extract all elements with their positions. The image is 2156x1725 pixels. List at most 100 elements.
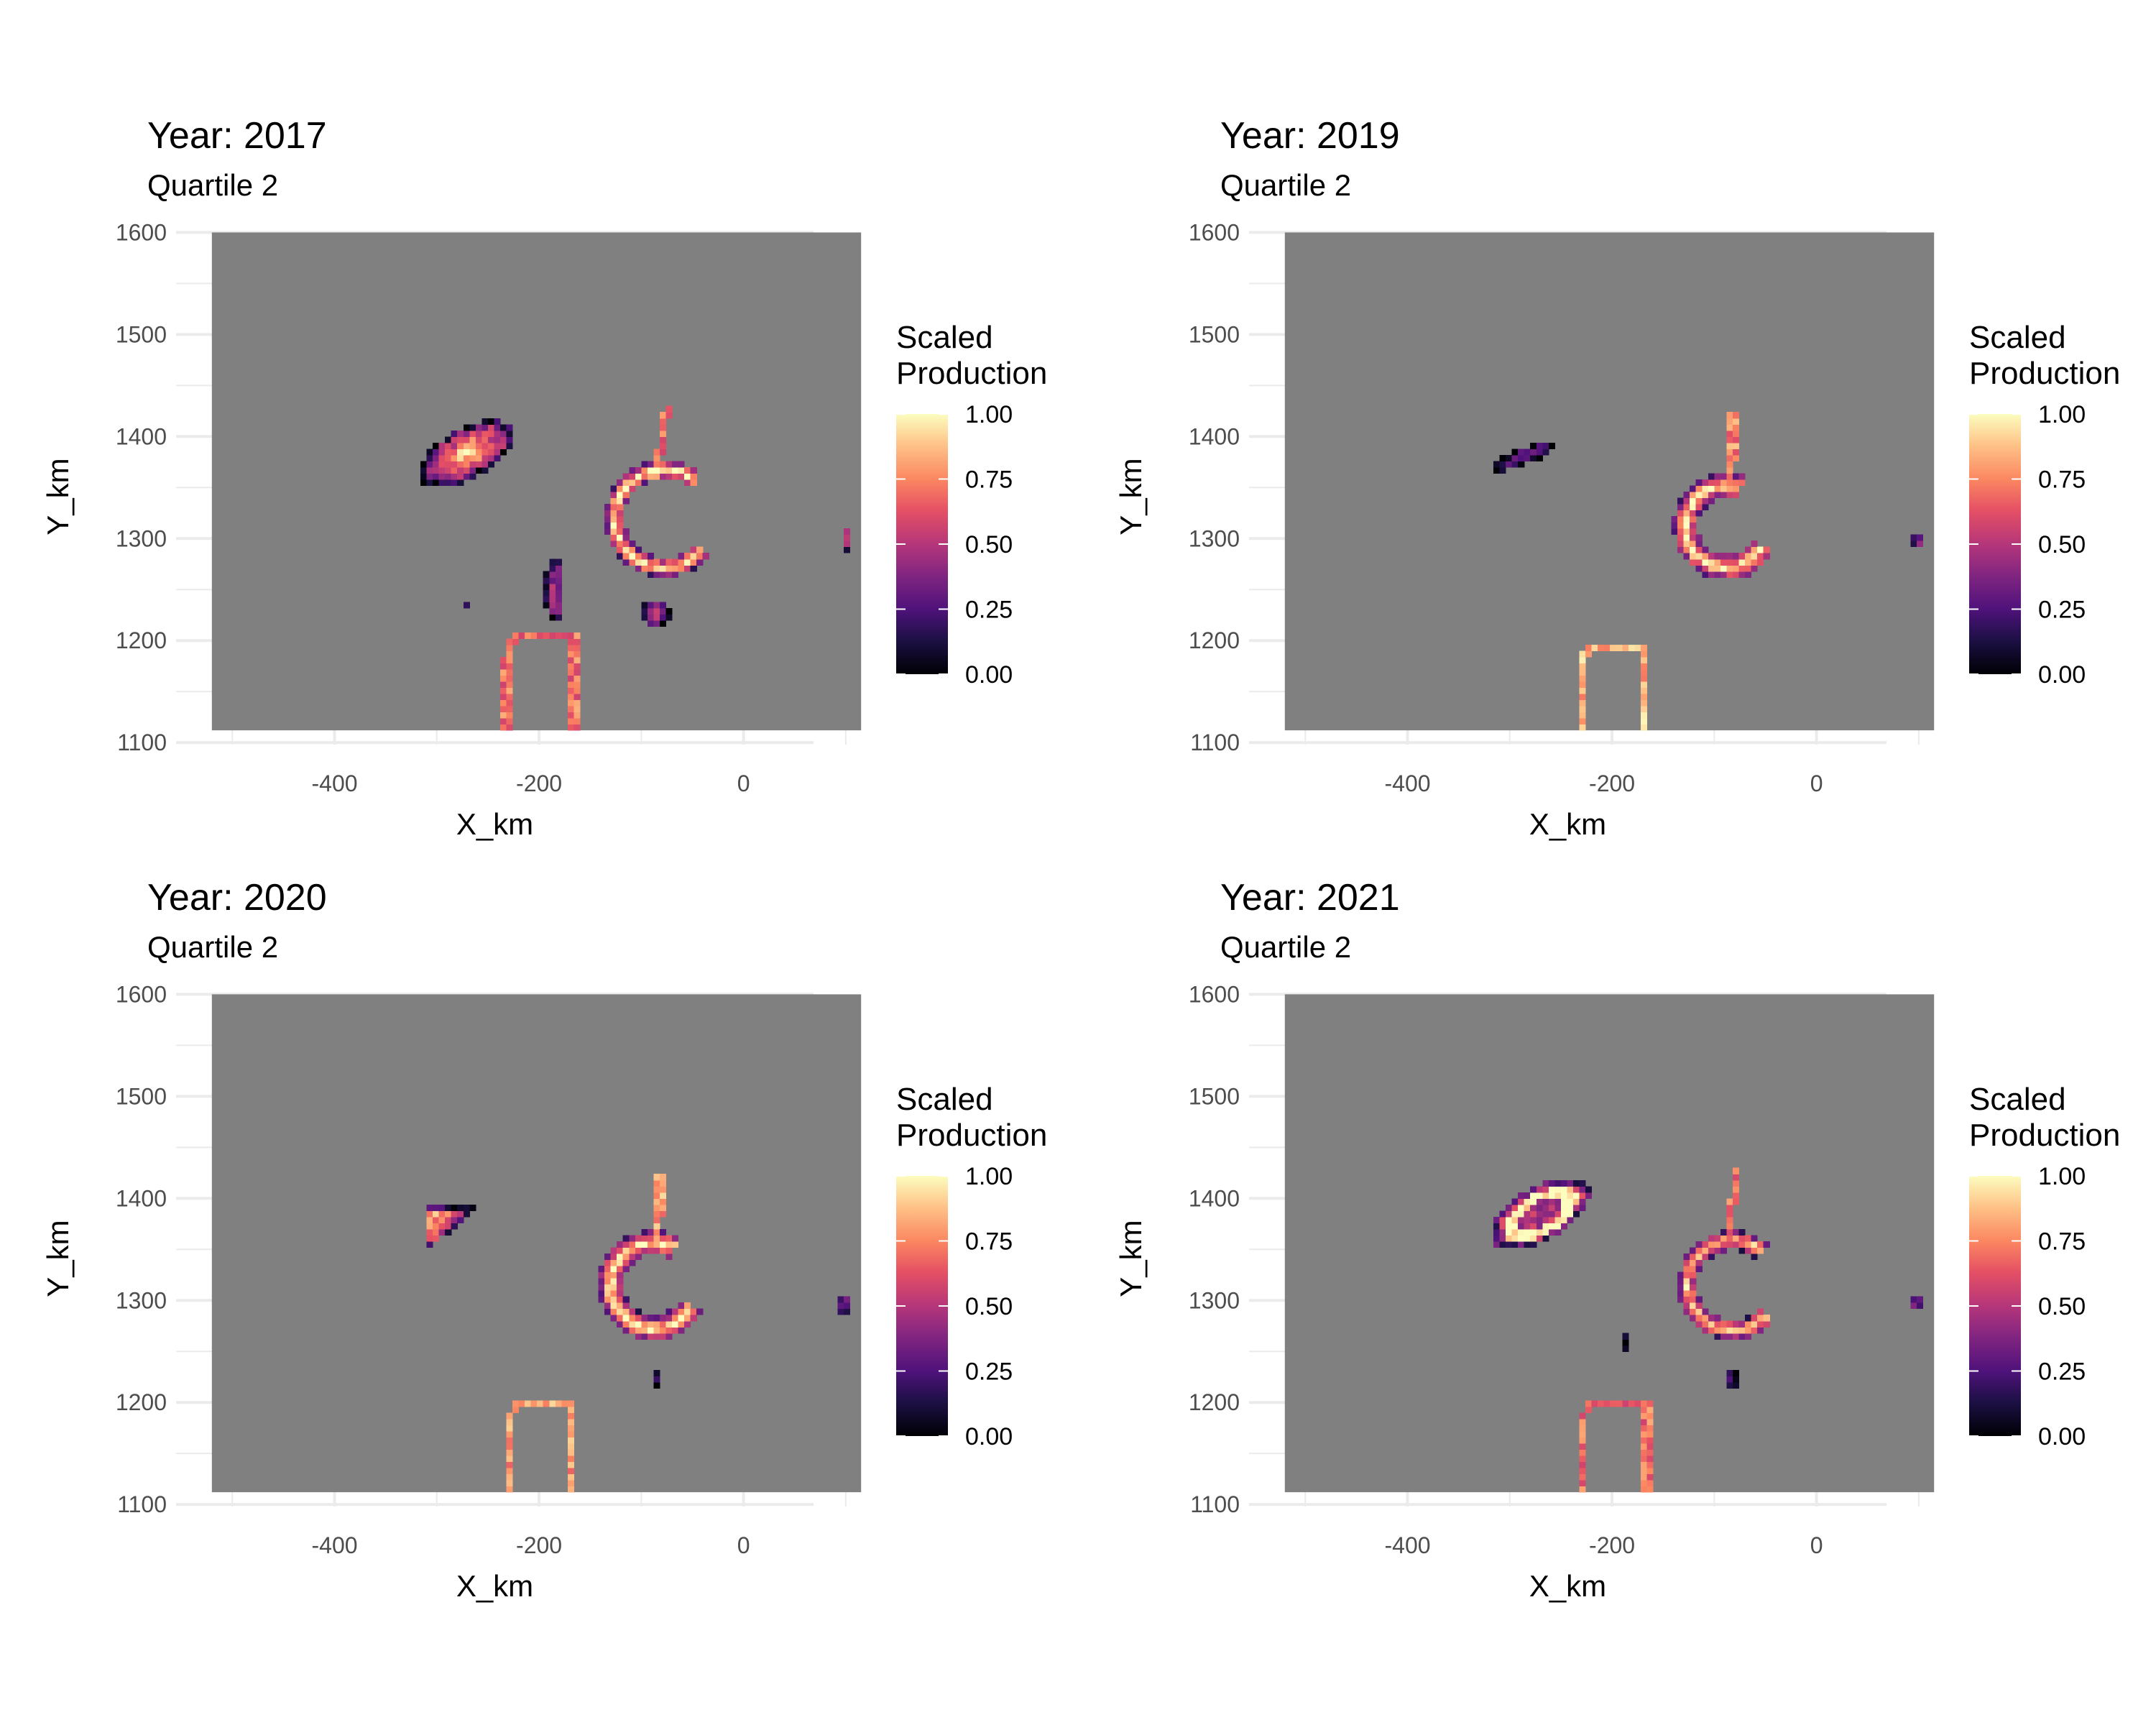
raster-cell xyxy=(1536,1228,1543,1236)
raster-cell xyxy=(635,1253,642,1261)
raster-cell xyxy=(672,1241,679,1248)
y-tick-label: 1500 xyxy=(116,1083,167,1109)
raster-cell xyxy=(1695,565,1703,572)
y-tick-label: 1300 xyxy=(116,525,167,551)
raster-cell xyxy=(1695,1308,1703,1315)
raster-cell xyxy=(482,442,489,449)
raster-cell xyxy=(1732,1241,1740,1248)
raster-cell xyxy=(659,1204,667,1211)
raster-cell xyxy=(1732,1174,1740,1181)
raster-cell xyxy=(629,479,636,487)
raster-cell xyxy=(610,1315,617,1322)
raster-cell xyxy=(1917,1296,1924,1303)
raster-cell xyxy=(672,1235,679,1242)
raster-cell xyxy=(702,553,709,560)
raster-cell xyxy=(1554,1204,1562,1211)
raster-cell xyxy=(499,430,507,437)
raster-cell xyxy=(451,461,458,468)
raster-cell xyxy=(635,1235,642,1242)
raster-cell xyxy=(1690,497,1697,505)
y-tick-label: 1200 xyxy=(1189,627,1240,653)
raster-cell xyxy=(1548,1228,1555,1236)
x-axis-title: X_km xyxy=(1529,807,1606,841)
raster-cell xyxy=(622,1265,630,1273)
raster-cell xyxy=(844,528,851,535)
raster-cell xyxy=(1683,1253,1690,1261)
raster-cell xyxy=(1499,461,1506,468)
raster-cell xyxy=(457,473,464,480)
raster-cell xyxy=(1640,1437,1648,1444)
raster-cell xyxy=(1548,1210,1555,1218)
raster-cell xyxy=(567,663,575,670)
y-axis-title: Y_km xyxy=(41,458,75,535)
raster-cell xyxy=(1646,1437,1654,1444)
raster-cell xyxy=(518,632,525,639)
raster-cell xyxy=(499,448,507,456)
raster-cell xyxy=(665,1241,673,1248)
raster-cell xyxy=(1671,528,1678,535)
raster-cell xyxy=(567,1418,575,1426)
raster-cell xyxy=(457,1216,464,1223)
raster-cell xyxy=(1726,1376,1733,1383)
raster-cell xyxy=(1518,461,1525,468)
raster-cell xyxy=(678,558,685,566)
raster-cell xyxy=(499,694,507,701)
raster-cell xyxy=(1640,1400,1648,1407)
raster-cell xyxy=(665,1235,673,1242)
raster-cell xyxy=(482,466,489,474)
y-tick-label: 1600 xyxy=(1189,219,1240,245)
raster-cell xyxy=(653,473,660,480)
raster-cell xyxy=(1616,1400,1623,1407)
raster-cell xyxy=(1726,565,1733,572)
y-tick-label: 1100 xyxy=(1190,1491,1240,1517)
raster-cell xyxy=(598,1290,605,1297)
raster-cell xyxy=(463,448,470,456)
raster-cell xyxy=(549,595,556,602)
raster-cell xyxy=(445,454,452,461)
raster-cell xyxy=(1579,694,1586,701)
raster-cell xyxy=(672,1315,679,1322)
legend-tick-label: 0.50 xyxy=(965,1293,1013,1320)
raster-cell xyxy=(610,534,617,541)
raster-cell xyxy=(537,632,544,639)
raster-cell xyxy=(1714,565,1721,572)
raster-cell xyxy=(1640,1449,1648,1456)
raster-cell xyxy=(1536,448,1543,456)
raster-cell xyxy=(617,1265,624,1273)
raster-cell xyxy=(567,718,575,725)
raster-cell xyxy=(506,1437,513,1444)
raster-cell xyxy=(1585,1186,1593,1193)
raster-cell xyxy=(1646,1449,1654,1456)
raster-cell xyxy=(567,1443,575,1450)
raster-cell xyxy=(672,565,679,572)
raster-cell xyxy=(684,1315,691,1322)
raster-cell xyxy=(543,583,550,590)
raster-cell xyxy=(549,602,556,609)
raster-cell xyxy=(672,466,679,474)
raster-cell xyxy=(665,571,673,578)
legend-title: Production xyxy=(1969,356,2120,391)
raster-cell xyxy=(433,1204,440,1211)
raster-cell xyxy=(1542,1216,1549,1223)
raster-cell xyxy=(567,1400,575,1407)
raster-cell xyxy=(659,614,667,621)
raster-cell xyxy=(659,620,667,627)
raster-cell xyxy=(1702,503,1709,511)
raster-cell xyxy=(1567,1204,1574,1211)
raster-cell xyxy=(445,1223,452,1230)
raster-cell xyxy=(610,528,617,535)
raster-cell xyxy=(530,632,538,639)
raster-cell xyxy=(837,1302,844,1310)
raster-cell xyxy=(659,461,667,468)
raster-cell xyxy=(1518,1198,1525,1205)
raster-cell xyxy=(1714,473,1721,480)
raster-cell xyxy=(1708,485,1715,492)
raster-cell xyxy=(1690,1302,1697,1310)
raster-cell xyxy=(543,632,550,639)
raster-cell xyxy=(1683,1284,1690,1291)
raster-cell xyxy=(1511,448,1519,456)
raster-cell xyxy=(445,442,452,449)
raster-cell xyxy=(647,473,655,480)
raster-cell xyxy=(487,442,495,449)
raster-cell xyxy=(445,1210,452,1218)
